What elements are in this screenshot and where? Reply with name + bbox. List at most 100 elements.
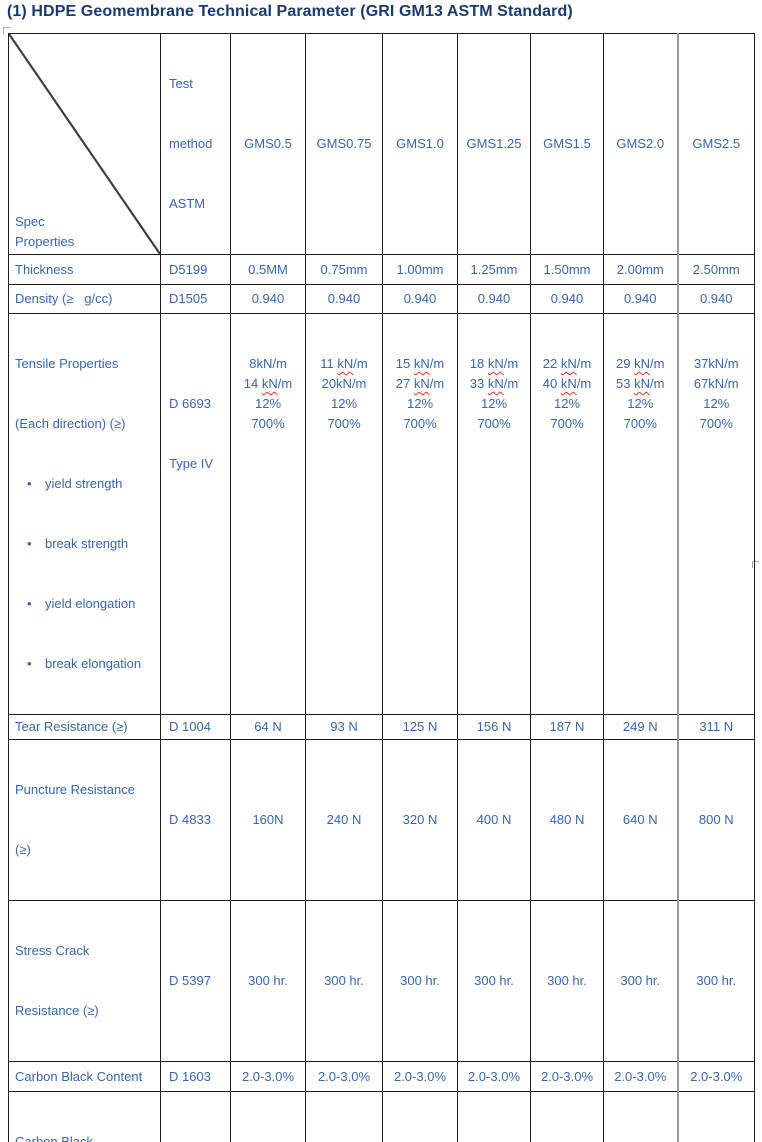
break-elongation-value: 700% bbox=[458, 414, 530, 434]
row-carbon-black-content: Carbon Black Content D 1603 2.0-3.0% 2.0… bbox=[9, 1062, 755, 1092]
value-cell: Note(1) bbox=[231, 1092, 306, 1142]
row-puncture-resistance: Puncture Resistance (≥) D 4833 160N 240 … bbox=[9, 740, 755, 901]
row-carbon-black-dispersion: Carbon Black Dispersion D 5596 Note(1) N… bbox=[9, 1092, 755, 1142]
value-cell: 480 N bbox=[531, 740, 604, 901]
break-elongation-value: 700% bbox=[604, 414, 677, 434]
value-cell: 800 N bbox=[678, 740, 755, 901]
break-elongation-value: 700% bbox=[306, 414, 382, 434]
value-cell: 8kN/m 14 kN/m 12% 700% bbox=[231, 314, 306, 715]
value-cell: 187 N bbox=[531, 715, 604, 740]
row-label: Stress Crack Resistance (≥) bbox=[9, 901, 161, 1062]
row-label: Carbon Black Content bbox=[9, 1062, 161, 1092]
value-cell: 0.940 bbox=[231, 285, 306, 314]
row-label-line: Puncture Resistance bbox=[15, 780, 160, 800]
yield-strength-value: 15 kN/m bbox=[383, 354, 457, 374]
value-cell: 400 N bbox=[458, 740, 531, 901]
break-elongation-value: 700% bbox=[231, 414, 305, 434]
header-test-method-line: method bbox=[169, 134, 230, 154]
break-strength-value: 40 kN/m bbox=[531, 374, 603, 394]
value-cell: 320 N bbox=[383, 740, 458, 901]
bullet-text: break strength bbox=[45, 536, 128, 551]
row-label: Puncture Resistance (≥) bbox=[9, 740, 161, 901]
corner-label-properties: Properties bbox=[15, 232, 160, 252]
test-method: D 6693 Type IV bbox=[161, 314, 231, 715]
tensile-bullet-item: •break elongation bbox=[15, 654, 160, 674]
value-cell: 0.75mm bbox=[306, 255, 383, 285]
header-col-gms0-5: GMS0.5 bbox=[231, 34, 306, 255]
row-label: Thickness bbox=[9, 255, 161, 285]
value-cell: 240 N bbox=[306, 740, 383, 901]
value-cell: 0.940 bbox=[306, 285, 383, 314]
value-cell: Note(1) bbox=[531, 1092, 604, 1142]
value-cell: 15 kN/m 27 kN/m 12% 700% bbox=[383, 314, 458, 715]
row-label-line: Carbon Black bbox=[15, 1132, 160, 1142]
header-test-method: Test method ASTM bbox=[161, 34, 231, 255]
yield-elongation-value: 12% bbox=[458, 394, 530, 414]
header-col-gms0-75: GMS0.75 bbox=[306, 34, 383, 255]
parameter-table: Spec Properties Test method ASTM GMS0.5 … bbox=[8, 33, 755, 1142]
yield-strength-value: 29 kN/m bbox=[604, 354, 677, 374]
bullet-text: yield elongation bbox=[45, 596, 135, 611]
value-cell: 0.940 bbox=[604, 285, 678, 314]
yield-elongation-value: 12% bbox=[383, 394, 457, 414]
yield-strength-value: 11 kN/m bbox=[306, 354, 382, 374]
value-cell: Note(1) bbox=[678, 1092, 755, 1142]
bullet-icon: • bbox=[23, 534, 45, 554]
value-cell: 249 N bbox=[604, 715, 678, 740]
break-elongation-value: 700% bbox=[383, 414, 457, 434]
value-cell: 300 hr. bbox=[306, 901, 383, 1062]
header-col-gms2-5: GMS2.5 bbox=[678, 34, 755, 255]
value-cell: 0.940 bbox=[531, 285, 604, 314]
value-cell: 160N bbox=[231, 740, 306, 901]
value-cell: Note(1) bbox=[306, 1092, 383, 1142]
test-method: D 4833 bbox=[161, 740, 231, 901]
value-cell: 300 hr. bbox=[231, 901, 306, 1062]
yield-elongation-value: 12% bbox=[604, 394, 677, 414]
value-cell: 1.50mm bbox=[531, 255, 604, 285]
row-label: Carbon Black Dispersion bbox=[9, 1092, 161, 1142]
value-cell: 300 hr. bbox=[678, 901, 755, 1062]
value-cell: 0.5MM bbox=[231, 255, 306, 285]
break-elongation-value: 700% bbox=[531, 414, 603, 434]
bullet-icon: • bbox=[23, 474, 45, 494]
value-cell: 29 kN/m 53 kN/m 12% 700% bbox=[604, 314, 678, 715]
yield-strength-value: 8kN/m bbox=[231, 354, 305, 374]
value-cell: 37kN/m 67kN/m 12% 700% bbox=[678, 314, 755, 715]
test-method-line: Type IV bbox=[169, 454, 230, 474]
header-test-method-line: ASTM bbox=[169, 194, 230, 214]
value-cell: 300 hr. bbox=[531, 901, 604, 1062]
yield-strength-value: 37kN/m bbox=[679, 354, 755, 374]
test-method: D 1004 bbox=[161, 715, 231, 740]
row-thickness: Thickness D5199 0.5MM 0.75mm 1.00mm 1.25… bbox=[9, 255, 755, 285]
row-label: Tear Resistance (≥) bbox=[9, 715, 161, 740]
value-cell: 2.0-3.0% bbox=[531, 1062, 604, 1092]
row-label-line: Resistance (≥) bbox=[15, 1001, 160, 1021]
test-method-line: D 6693 bbox=[169, 394, 230, 414]
value-cell: 2.0-3.0% bbox=[678, 1062, 755, 1092]
value-cell: 640 N bbox=[604, 740, 678, 901]
value-cell: 0.940 bbox=[458, 285, 531, 314]
tensile-bullet-item: •break strength bbox=[15, 534, 160, 554]
break-strength-value: 33 kN/m bbox=[458, 374, 530, 394]
row-density: Density (≥ g/cc) D1505 0.940 0.940 0.940… bbox=[9, 285, 755, 314]
yield-elongation-value: 12% bbox=[306, 394, 382, 414]
value-cell: 300 hr. bbox=[458, 901, 531, 1062]
break-strength-value: 20kN/m bbox=[306, 374, 382, 394]
break-strength-value: 67kN/m bbox=[679, 374, 755, 394]
value-cell: 2.0-3.0% bbox=[604, 1062, 678, 1092]
corner-label-spec: Spec bbox=[15, 212, 160, 232]
break-strength-value: 53 kN/m bbox=[604, 374, 677, 394]
row-tear-resistance: Tear Resistance (≥) D 1004 64 N 93 N 125… bbox=[9, 715, 755, 740]
value-cell: 0.940 bbox=[383, 285, 458, 314]
tensile-subtitle: (Each direction) (≥) bbox=[15, 414, 160, 434]
page-title: (1) HDPE Geomembrane Technical Parameter… bbox=[7, 3, 573, 21]
value-cell: 0.940 bbox=[678, 285, 755, 314]
value-cell: 2.50mm bbox=[678, 255, 755, 285]
header-test-method-line: Test bbox=[169, 74, 230, 94]
value-cell: 2.0-3.0% bbox=[306, 1062, 383, 1092]
tensile-bullet-item: •yield elongation bbox=[15, 594, 160, 614]
header-col-gms1-25: GMS1.25 bbox=[458, 34, 531, 255]
tensile-title: Tensile Properties bbox=[15, 354, 160, 374]
value-cell: Note(1) bbox=[383, 1092, 458, 1142]
row-tensile-properties: Tensile Properties (Each direction) (≥) … bbox=[9, 314, 755, 715]
